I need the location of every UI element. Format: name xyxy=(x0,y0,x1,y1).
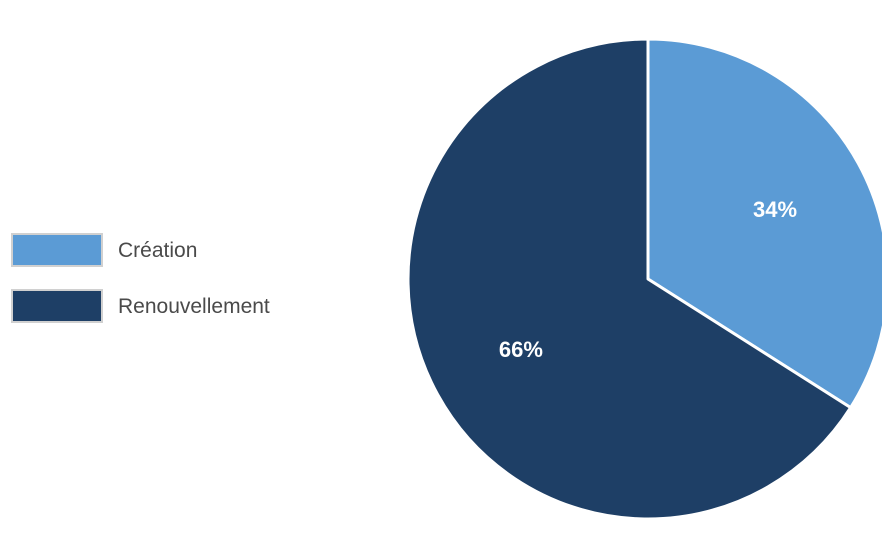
legend-item-0: Création xyxy=(11,233,197,267)
pie-slice-1 xyxy=(406,37,853,521)
legend-label-0: Création xyxy=(118,239,197,262)
pie-slice-label-1: 66% xyxy=(499,337,543,362)
pie-slices xyxy=(406,37,882,521)
legend: Création Renouvellement xyxy=(11,233,270,323)
pie-slice-labels: 34% 66% xyxy=(499,197,797,362)
legend-swatch-1 xyxy=(11,289,103,323)
legend-item-1: Renouvellement xyxy=(11,289,270,323)
legend-label-1: Renouvellement xyxy=(118,295,270,318)
legend-swatch-0 xyxy=(11,233,103,267)
pie-slice-label-0: 34% xyxy=(753,197,797,222)
